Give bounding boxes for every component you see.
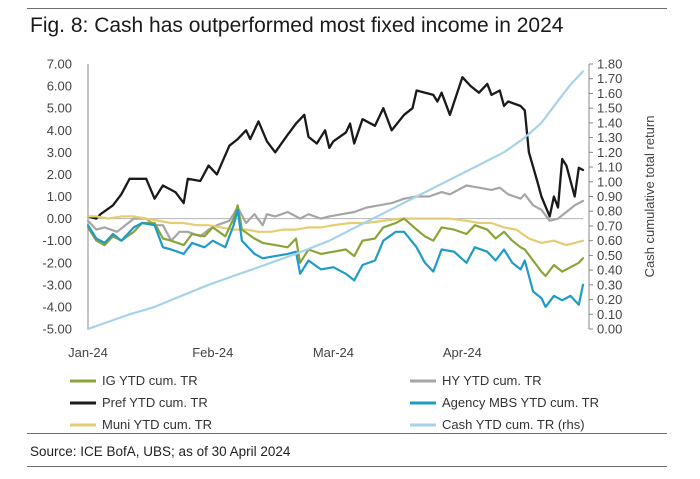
legend-label: Agency MBS YTD cum. TR (442, 395, 599, 410)
x-tick-label: Apr-24 (443, 345, 482, 360)
left-tick-label: -3.00 (42, 277, 72, 292)
right-tick-label: 0.90 (597, 189, 622, 204)
right-tick-label: 0.30 (597, 277, 622, 292)
chart-title: Fig. 8: Cash has outperformed most fixed… (30, 14, 564, 37)
right-tick-label: 0.50 (597, 248, 622, 263)
x-tick-label: Mar-24 (313, 345, 354, 360)
right-tick-label: 1.80 (597, 57, 622, 72)
left-tick-label: 4.00 (47, 123, 72, 138)
right-tick-label: 1.30 (597, 130, 622, 145)
left-tick-label: 0.00 (47, 211, 72, 226)
right-tick-label: 1.20 (597, 145, 622, 160)
source-note: Source: ICE BofA, UBS; as of 30 April 20… (30, 444, 291, 459)
series-line-cash (86, 70, 585, 331)
left-tick-label: -4.00 (42, 299, 72, 314)
right-tick-label: 1.00 (597, 174, 622, 189)
right-tick-label: 0.40 (597, 263, 622, 278)
series-line-agency (86, 208, 585, 308)
legend-label: Pref YTD cum. TR (102, 395, 208, 410)
left-tick-label: 2.00 (47, 167, 72, 182)
legend-label: HY YTD cum. TR (442, 373, 542, 388)
right-tick-label: 0.00 (597, 322, 622, 337)
right-axis-label: Cash cumulative total return (642, 116, 657, 278)
series-line-pref (86, 76, 585, 220)
right-tick-label: 0.80 (597, 204, 622, 219)
legend-label: Muni YTD cum. TR (102, 417, 212, 432)
right-tick-label: 1.60 (597, 86, 622, 101)
left-tick-label: 3.00 (47, 145, 72, 160)
series-line-hy (86, 184, 585, 242)
right-tick-label: 1.10 (597, 160, 622, 175)
right-tick-label: 0.20 (597, 292, 622, 307)
right-tick-label: 1.50 (597, 101, 622, 116)
left-tick-label: 6.00 (47, 79, 72, 94)
top-rule (27, 8, 667, 9)
series-line-muni (86, 215, 585, 247)
right-tick-label: 0.70 (597, 218, 622, 233)
x-tick-label: Jan-24 (68, 345, 108, 360)
left-tick-label: 1.00 (47, 189, 72, 204)
right-tick-label: 1.70 (597, 71, 622, 86)
x-tick-label: Feb-24 (192, 345, 233, 360)
left-tick-label: -5.00 (42, 322, 72, 337)
right-tick-label: 0.60 (597, 233, 622, 248)
legend-label: Cash YTD cum. TR (rhs) (442, 417, 585, 432)
left-tick-label: -1.00 (42, 233, 72, 248)
series-line-ig (86, 204, 585, 278)
bottom-rule (27, 466, 667, 467)
left-tick-label: -2.00 (42, 255, 72, 270)
right-tick-label: 1.40 (597, 115, 622, 130)
left-tick-label: 7.00 (47, 57, 72, 72)
left-tick-label: 5.00 (47, 101, 72, 116)
legend-label: IG YTD cum. TR (102, 373, 198, 388)
right-tick-label: 0.10 (597, 307, 622, 322)
source-rule (27, 433, 667, 434)
